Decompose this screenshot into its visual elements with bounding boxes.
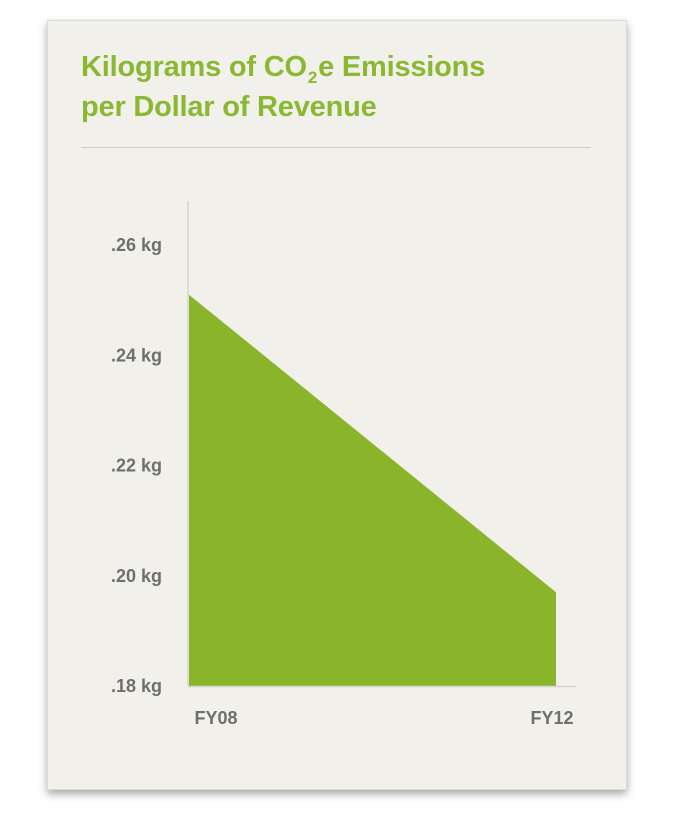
- area-series-fill: [189, 294, 556, 686]
- chart-title: Kilograms of CO2e Emissions per Dollar of…: [81, 49, 485, 125]
- title-subscript: 2: [307, 68, 318, 87]
- chart-card: Kilograms of CO2e Emissions per Dollar of…: [47, 20, 627, 790]
- title-prefix: Kilograms of CO: [81, 51, 307, 83]
- y-tick-label: .18 kg: [111, 676, 162, 696]
- area-chart: .26 kg .24 kg .22 kg .20 kg .18 kg FY08 FY12: [111, 201, 576, 728]
- title-divider: [81, 147, 591, 148]
- y-tick-label: .22 kg: [111, 456, 162, 476]
- title-line2: per Dollar of Revenue: [81, 91, 377, 123]
- x-tick-label: FY12: [530, 708, 573, 728]
- title-suffix: e Emissions: [318, 51, 486, 83]
- y-tick-label: .20 kg: [111, 566, 162, 586]
- y-tick-label: .24 kg: [111, 345, 162, 365]
- x-tick-label: FY08: [194, 708, 237, 728]
- y-tick-label: .26 kg: [111, 235, 162, 255]
